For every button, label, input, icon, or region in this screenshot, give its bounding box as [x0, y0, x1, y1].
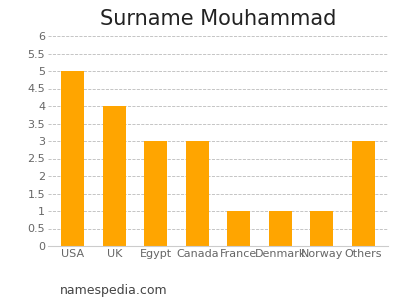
- Bar: [310, 211, 333, 246]
- Bar: [144, 141, 167, 246]
- Text: namespedia.com: namespedia.com: [60, 284, 168, 297]
- Title: Surname Mouhammad: Surname Mouhammad: [100, 9, 336, 29]
- Bar: [62, 71, 84, 246]
- Bar: [352, 141, 374, 246]
- Bar: [227, 211, 250, 246]
- Bar: [186, 141, 209, 246]
- Bar: [269, 211, 292, 246]
- Bar: [103, 106, 126, 246]
